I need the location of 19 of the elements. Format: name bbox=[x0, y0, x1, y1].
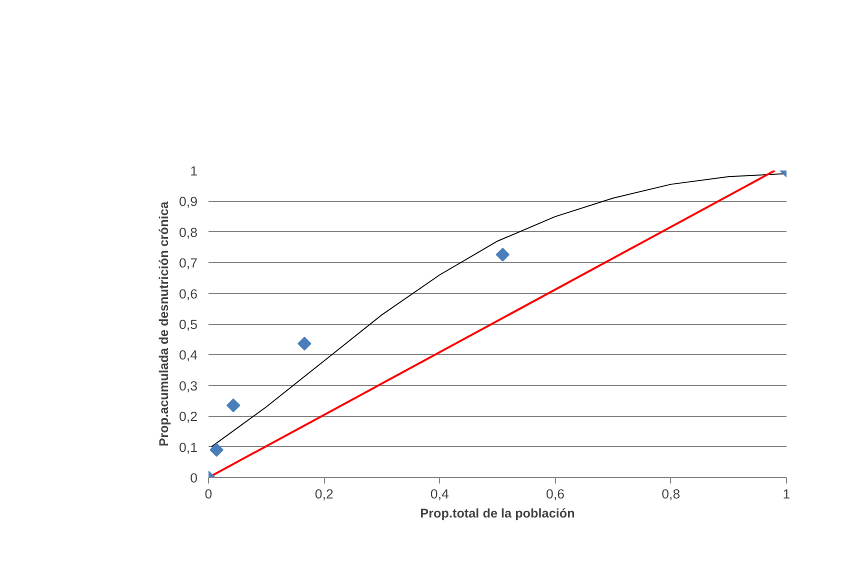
x-tick-label: 0,4 bbox=[430, 486, 450, 502]
x-tick-label: 1 bbox=[782, 486, 790, 502]
x-tick-label: 0 bbox=[204, 486, 212, 502]
y-tick-label: 0,9 bbox=[178, 194, 198, 210]
x-tick-label: 0,8 bbox=[662, 486, 680, 502]
y-tick-label: 0,1 bbox=[178, 440, 198, 455]
y-tick-label: 0,5 bbox=[178, 317, 198, 332]
y-tick-label: 0,3 bbox=[178, 378, 198, 394]
y-tick-label: 0,7 bbox=[178, 256, 198, 271]
y-tick-label: 0,4 bbox=[178, 348, 198, 363]
y-axis-title: Prop.acumulada de desnutrición crónica bbox=[156, 200, 171, 446]
y-tick-label: 0,2 bbox=[178, 409, 198, 424]
x-tick-label: 0,6 bbox=[546, 486, 565, 502]
y-tick-label: 0,6 bbox=[178, 286, 198, 302]
x-tick-label: 0,2 bbox=[314, 486, 334, 502]
y-tick-label: 0,8 bbox=[178, 224, 198, 240]
x-axis-title: Prop.total de la población bbox=[420, 506, 575, 520]
y-tick-label: 1 bbox=[190, 164, 198, 178]
y-tick-label: 0 bbox=[190, 470, 198, 486]
